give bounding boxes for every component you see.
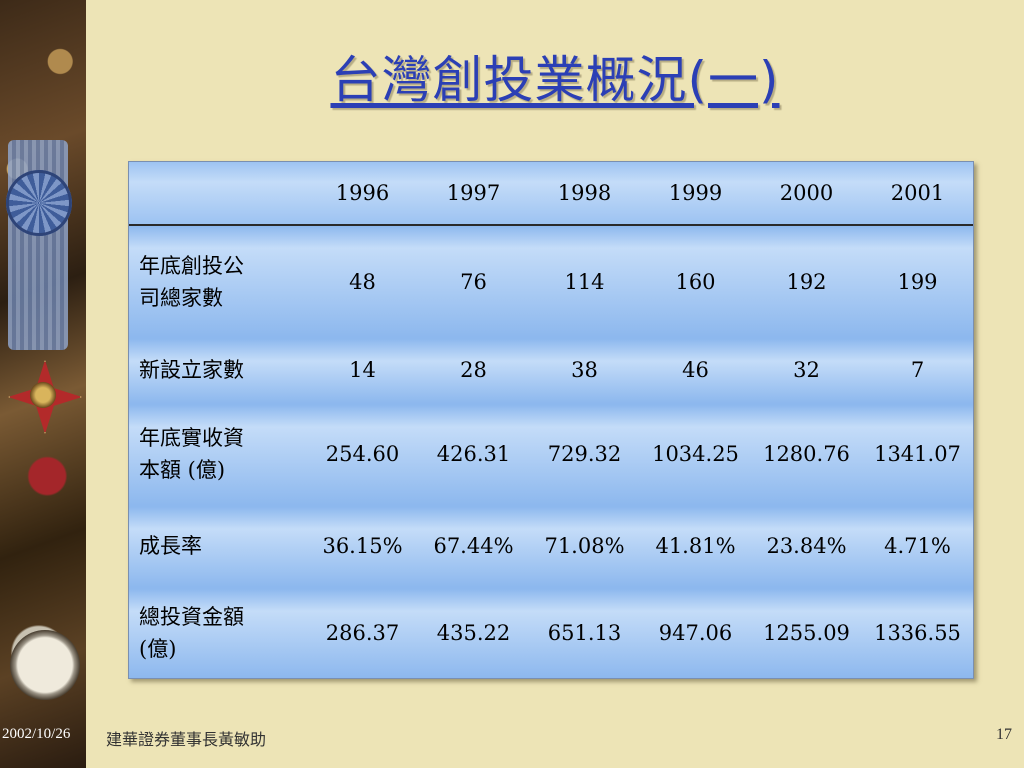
table-cell: 651.13	[547, 620, 622, 645]
rosette-icon	[6, 170, 72, 236]
table-cell: 48	[349, 269, 376, 294]
footer-presenter: 建華證券董事長黃敏助	[106, 730, 267, 749]
table-cell: 192	[786, 269, 827, 294]
table-cell: 32	[793, 358, 820, 382]
row-label: 年底創投公 司總家數	[129, 225, 307, 337]
medal-center-icon	[30, 382, 56, 408]
row-label-line: 總投資金額 (億)	[139, 604, 244, 661]
table-cell: 4.71%	[884, 534, 951, 558]
table-cell: 1336.55	[874, 620, 961, 645]
table-cell: 199	[897, 269, 938, 294]
table-row: 年底創投公 司總家數 48 76 114 160 192 199	[129, 225, 973, 337]
table-cell: 1255.09	[763, 620, 850, 645]
page-number: 17	[996, 726, 1012, 743]
table-row: 年底實收資 本額 (億) 254.60 426.31 729.32 1034.25…	[129, 403, 973, 505]
table-cell: 38	[571, 358, 598, 382]
table-cell: 947.06	[658, 620, 733, 645]
table-row: 成長率 36.15% 67.44% 71.08% 41.81% 23.84% 4…	[129, 505, 973, 587]
header-year: 1997	[418, 162, 529, 226]
table-cell: 14	[349, 358, 376, 382]
table-cell: 254.60	[325, 442, 400, 466]
table-cell: 426.31	[436, 442, 511, 466]
header-corner-cell	[129, 162, 307, 226]
header-year: 1996	[307, 162, 418, 226]
table-cell: 67.44%	[433, 534, 514, 558]
table-cell: 435.22	[436, 620, 511, 645]
row-label: 新設立家數	[139, 358, 244, 382]
table-header-row: 1996 1997 1998 1999 2000 2001	[129, 162, 973, 226]
table-cell: 286.37	[325, 620, 400, 645]
footer-date: 2002/10/26	[2, 726, 71, 742]
table-cell: 23.84%	[766, 534, 847, 558]
table-cell: 76	[460, 269, 487, 294]
row-label-line: 年底創投公 司總家數	[139, 253, 244, 310]
slide-title: 台灣創投業概況(一)	[330, 51, 780, 109]
table-row: 總投資金額 (億) 286.37 435.22 651.13 947.06 125…	[129, 587, 973, 678]
row-label-line: 年底實收資 本額 (億)	[139, 426, 244, 482]
table-cell: 41.81%	[655, 534, 736, 558]
header-year: 2000	[751, 162, 862, 226]
table-cell: 1341.07	[874, 442, 961, 466]
row-label: 總投資金額 (億)	[129, 587, 307, 678]
table-row: 新設立家數 14 28 38 46 32 7	[129, 337, 973, 403]
decorative-sidebar-image	[0, 0, 86, 768]
table-cell: 7	[910, 358, 925, 382]
header-year: 1999	[640, 162, 751, 226]
header-year: 1998	[529, 162, 640, 226]
table-cell: 1034.25	[652, 442, 739, 466]
table-cell: 160	[675, 269, 716, 294]
header-year: 2001	[862, 162, 973, 226]
row-label: 成長率	[139, 534, 202, 558]
table-cell: 28	[460, 358, 487, 382]
data-table: 1996 1997 1998 1999 2000 2001 年底創投公 司總家數 …	[128, 161, 974, 679]
compass-icon	[10, 630, 80, 700]
table-cell: 46	[682, 358, 709, 382]
row-label: 年底實收資 本額 (億)	[129, 403, 307, 505]
table-cell: 36.15%	[322, 534, 403, 558]
table-cell: 1280.76	[763, 442, 850, 466]
table-cell: 729.32	[547, 442, 622, 466]
table-cell: 114	[564, 269, 605, 294]
table-cell: 71.08%	[544, 534, 625, 558]
